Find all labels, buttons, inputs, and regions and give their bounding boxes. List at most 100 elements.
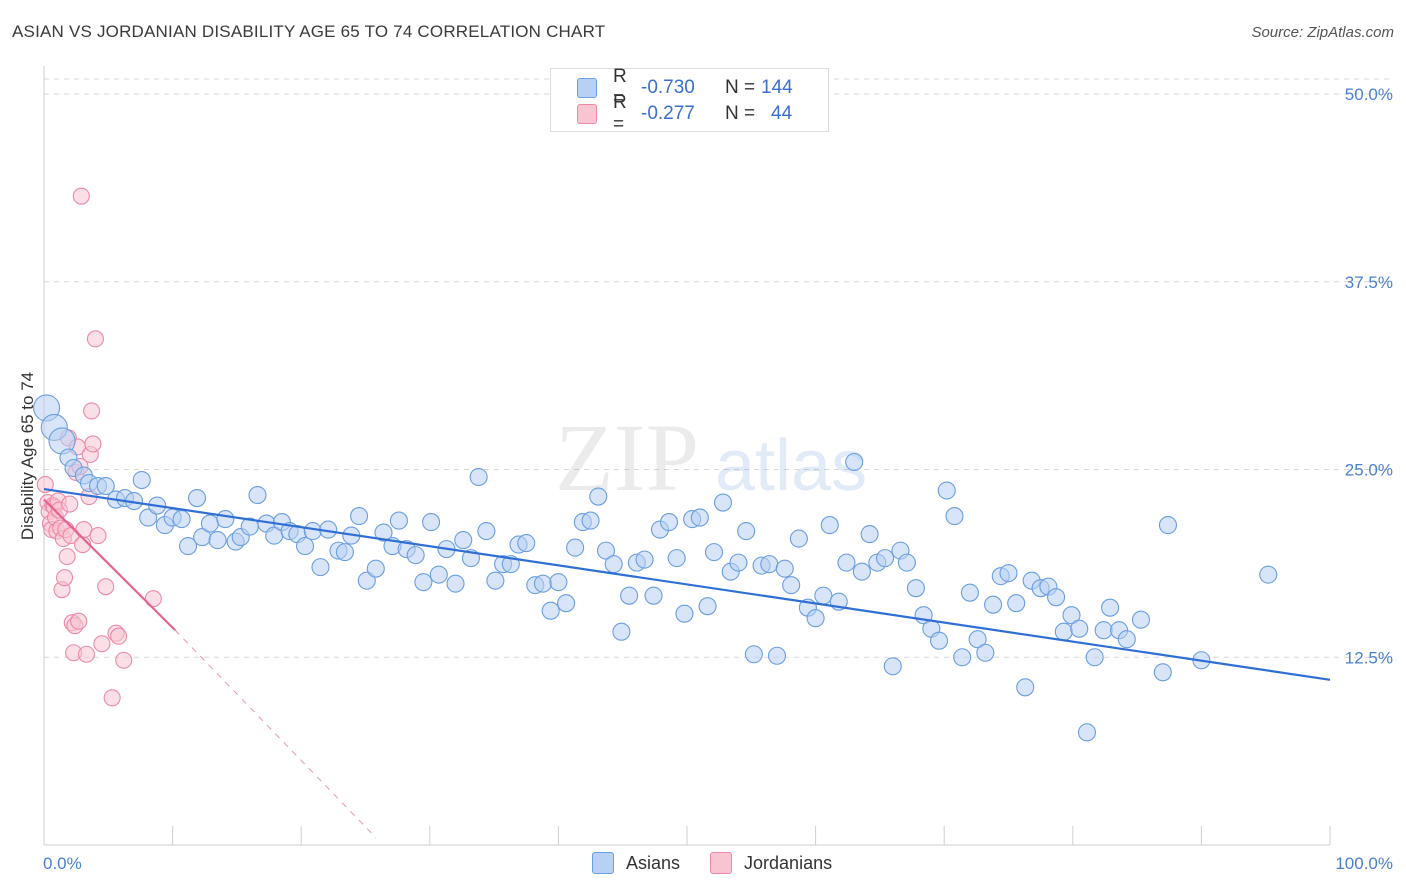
axes bbox=[43, 66, 1331, 846]
asian-point bbox=[357, 571, 376, 590]
asian-point bbox=[945, 507, 964, 526]
jordanian-point bbox=[97, 578, 115, 596]
asian-point bbox=[517, 534, 536, 553]
asian-point bbox=[216, 510, 235, 529]
asian-point bbox=[604, 555, 623, 574]
asian-point bbox=[775, 559, 794, 578]
jordanians-points bbox=[36, 187, 162, 707]
watermark-zip: ZIP bbox=[555, 404, 699, 511]
asian-point bbox=[311, 558, 330, 577]
jordanian-point bbox=[70, 612, 88, 630]
asians-trend-line bbox=[43, 487, 1331, 681]
asians-swatch bbox=[577, 78, 597, 98]
asian-point bbox=[533, 574, 553, 593]
asian-point bbox=[1101, 598, 1120, 617]
asian-point bbox=[875, 549, 895, 568]
asian-point bbox=[1007, 594, 1026, 613]
asian-point bbox=[589, 487, 608, 506]
asian-point bbox=[837, 553, 856, 572]
asian-point bbox=[999, 564, 1018, 583]
asian-point bbox=[713, 493, 733, 512]
y-tick-label: 50.0% bbox=[1345, 85, 1393, 104]
asian-point bbox=[704, 543, 724, 562]
series-legend: Asians Jordanians bbox=[592, 852, 862, 874]
asian-point bbox=[350, 507, 369, 526]
asian-point bbox=[335, 543, 354, 562]
legend-row-asians: R = -0.730 N = 144 bbox=[577, 66, 793, 109]
asian-point bbox=[976, 643, 995, 662]
jordanian-point bbox=[86, 330, 104, 348]
n-value: 144 bbox=[761, 77, 793, 98]
asian-point bbox=[248, 485, 267, 505]
asian-point bbox=[446, 574, 465, 593]
asian-point bbox=[906, 579, 925, 598]
asian-point bbox=[549, 573, 568, 592]
asian-point bbox=[414, 573, 433, 592]
asian-point bbox=[690, 508, 709, 527]
source-label: Source: ZipAtlas.com bbox=[1251, 24, 1394, 41]
jordanian-point bbox=[93, 635, 111, 653]
asian-point bbox=[737, 522, 756, 541]
asian-point bbox=[454, 531, 473, 550]
asian-point bbox=[667, 549, 686, 568]
asian-point bbox=[429, 565, 448, 584]
y-tick-label: 12.5% bbox=[1345, 648, 1393, 667]
r-label: R = bbox=[613, 92, 627, 135]
jordanian-point bbox=[72, 187, 90, 205]
asian-point bbox=[852, 562, 871, 581]
jordanian-point bbox=[58, 548, 76, 566]
asian-point bbox=[303, 522, 322, 541]
jordanian-point bbox=[61, 495, 79, 513]
correlation-legend: R = -0.730 N = 144 R = -0.277 N = 44 bbox=[550, 66, 829, 135]
asian-point bbox=[1153, 663, 1172, 682]
jordanian-point bbox=[56, 569, 74, 587]
legend-item-asians[interactable]: Asians bbox=[592, 852, 680, 874]
jordanian-point bbox=[83, 402, 101, 420]
asian-point bbox=[541, 601, 560, 620]
jordanian-point bbox=[110, 627, 128, 645]
asian-point bbox=[612, 622, 631, 641]
asian-point bbox=[1259, 565, 1278, 584]
asian-point bbox=[620, 586, 639, 605]
asian-point bbox=[760, 555, 779, 574]
asian-point bbox=[814, 586, 833, 605]
asian-point bbox=[1054, 622, 1073, 641]
r-value: -0.277 bbox=[641, 103, 695, 124]
asian-point bbox=[1094, 621, 1113, 640]
asian-point bbox=[820, 516, 839, 535]
asian-point bbox=[860, 525, 879, 544]
y-tick-label: 37.5% bbox=[1345, 273, 1393, 292]
asian-point bbox=[132, 470, 151, 490]
trend-lines bbox=[43, 487, 1331, 838]
asian-point bbox=[477, 522, 496, 541]
asian-point bbox=[469, 467, 488, 487]
jordanians-swatch bbox=[710, 852, 733, 874]
asian-point bbox=[366, 559, 385, 578]
asian-point bbox=[845, 452, 864, 472]
jordanian-point bbox=[103, 689, 121, 707]
asian-point bbox=[953, 648, 972, 667]
jordanians-trend-line bbox=[43, 498, 176, 631]
asian-point bbox=[767, 646, 787, 665]
asian-point bbox=[1016, 678, 1035, 697]
y-tick-label: 25.0% bbox=[1345, 461, 1393, 480]
asian-point bbox=[187, 488, 207, 508]
n-label: N = bbox=[725, 103, 756, 124]
asian-point bbox=[178, 537, 198, 556]
asian-point bbox=[1070, 619, 1089, 638]
jordanians-trend-extension bbox=[174, 629, 377, 838]
jordanian-point bbox=[75, 521, 93, 539]
asian-point bbox=[644, 586, 663, 605]
asian-point bbox=[581, 511, 600, 530]
asian-point bbox=[984, 595, 1003, 614]
asian-point bbox=[1158, 516, 1178, 535]
jordanian-point bbox=[77, 645, 95, 663]
asian-point bbox=[1077, 723, 1096, 742]
jordanian-point bbox=[144, 590, 162, 608]
legend-item-jordanians[interactable]: Jordanians bbox=[710, 852, 832, 874]
asian-point bbox=[968, 630, 987, 649]
r-value: -0.730 bbox=[641, 77, 695, 98]
asian-point bbox=[782, 576, 801, 595]
legend-label-jordanians: Jordanians bbox=[744, 852, 833, 873]
asian-point bbox=[208, 531, 227, 550]
